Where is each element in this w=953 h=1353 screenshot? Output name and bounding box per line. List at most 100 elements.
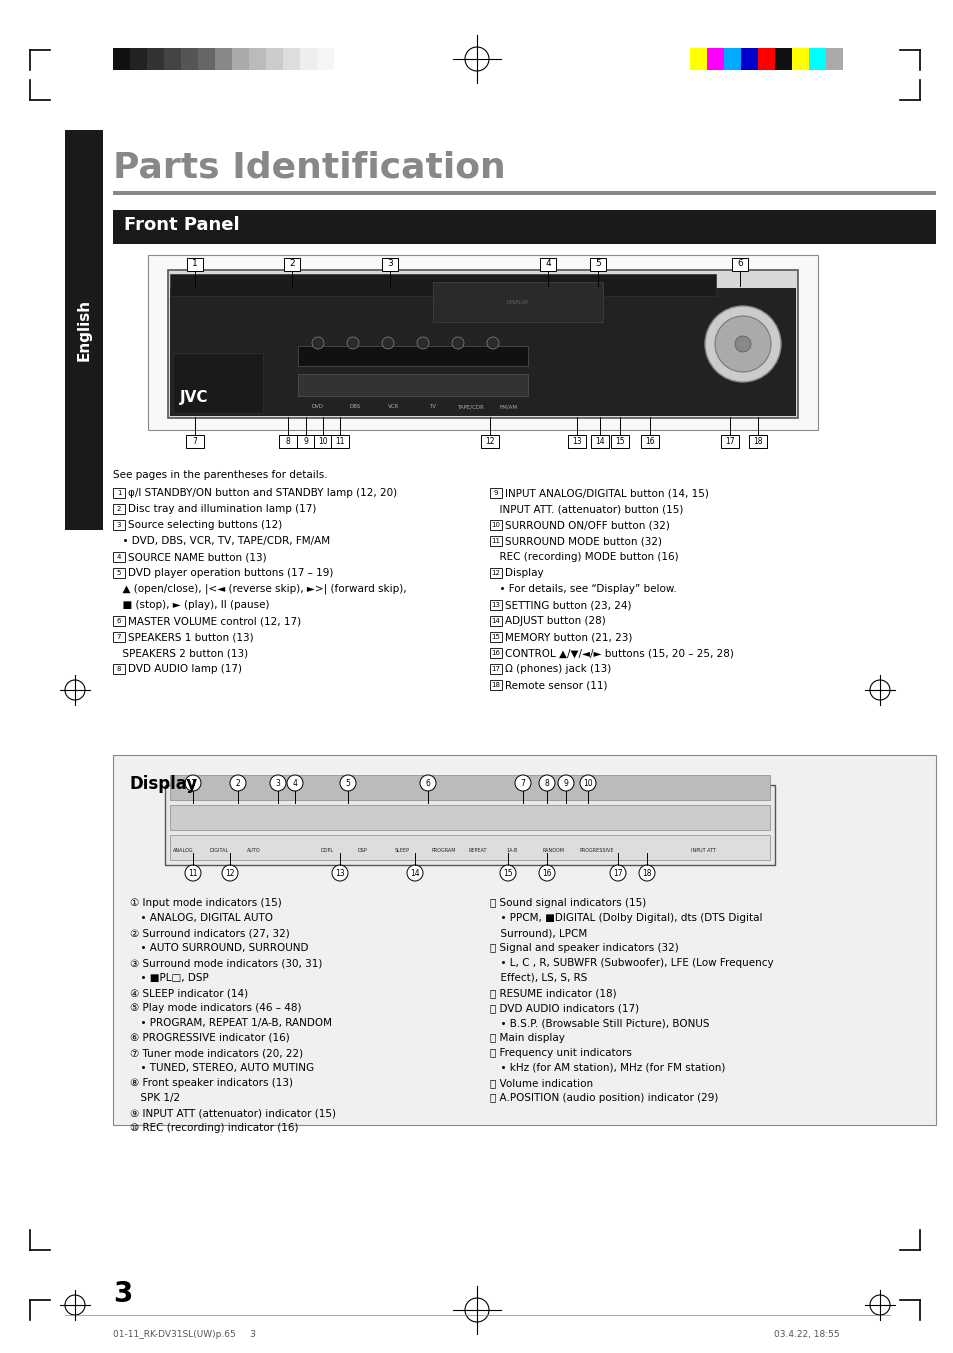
Text: φ/I STANDBY/ON button and STANDBY lamp (12, 20): φ/I STANDBY/ON button and STANDBY lamp (… [128,488,396,498]
Bar [170,805,769,829]
Text: See pages in the parentheses for details.: See pages in the parentheses for details… [112,469,327,480]
Text: DDPL: DDPL [320,848,334,854]
Text: 11: 11 [491,538,500,544]
Text: • PPCM, ■DIGITAL (Dolby Digital), dts (DTS Digital: • PPCM, ■DIGITAL (Dolby Digital), dts (D… [494,913,761,923]
Text: DBS: DBS [350,405,361,410]
Text: ⑦ Tuner mode indicators (20, 22): ⑦ Tuner mode indicators (20, 22) [130,1049,303,1058]
Text: DSP: DSP [357,848,367,854]
Bar [590,436,608,448]
Bar [112,191,935,195]
Circle shape [270,775,286,792]
Circle shape [407,865,422,881]
Text: DISPLAY: DISPLAY [506,299,529,304]
Text: Surround), LPCM: Surround), LPCM [494,928,587,938]
Text: ⑩ REC (recording) indicator (16): ⑩ REC (recording) indicator (16) [130,1123,298,1132]
Bar [148,254,817,430]
Bar [314,436,332,448]
Bar [490,616,501,626]
Bar [706,47,723,70]
Text: 2: 2 [235,778,240,787]
Bar [297,373,527,396]
Text: MASTER VOLUME control (12, 17): MASTER VOLUME control (12, 17) [128,616,301,626]
Text: ① Input mode indicators (15): ① Input mode indicators (15) [130,898,281,908]
Text: Source selecting buttons (12): Source selecting buttons (12) [128,520,282,530]
Text: 4: 4 [116,553,121,560]
Text: ⑮ Main display: ⑮ Main display [490,1032,564,1043]
Text: 13: 13 [335,869,344,878]
Text: 1A-B: 1A-B [505,848,517,854]
Bar [284,258,299,271]
Text: 4: 4 [293,778,297,787]
Text: Disc tray and illumination lamp (17): Disc tray and illumination lamp (17) [128,505,316,514]
Text: • TUNED, STEREO, AUTO MUTING: • TUNED, STEREO, AUTO MUTING [133,1063,314,1073]
Bar [758,47,774,70]
Bar [187,258,203,271]
Text: • PROGRAM, REPEAT 1/A-B, RANDOM: • PROGRAM, REPEAT 1/A-B, RANDOM [133,1017,332,1028]
Text: VCR: VCR [388,405,399,410]
Text: 2: 2 [116,506,121,511]
Circle shape [609,865,625,881]
Bar [214,47,232,70]
Text: 17: 17 [491,666,500,672]
Text: ⑯ Frequency unit indicators: ⑯ Frequency unit indicators [490,1049,631,1058]
Text: ⑫ Signal and speaker indicators (32): ⑫ Signal and speaker indicators (32) [490,943,678,953]
Text: Remote sensor (11): Remote sensor (11) [504,681,607,690]
Bar [186,436,204,448]
Text: 16: 16 [644,437,654,445]
Text: MEMORY button (21, 23): MEMORY button (21, 23) [504,632,632,643]
Circle shape [185,865,201,881]
Text: ■ (stop), ► (play), II (pause): ■ (stop), ► (play), II (pause) [116,599,269,610]
Bar [490,648,501,658]
Text: 5: 5 [595,260,600,268]
Text: DVD player operation buttons (17 – 19): DVD player operation buttons (17 – 19) [128,568,333,578]
Text: 10: 10 [491,522,500,528]
Bar [112,568,125,578]
Text: DVD: DVD [311,405,323,410]
Bar [689,47,706,70]
Bar [278,436,296,448]
Text: • B.S.P. (Browsable Still Picture), BONUS: • B.S.P. (Browsable Still Picture), BONU… [494,1017,709,1028]
Bar [112,755,935,1124]
Circle shape [312,337,324,349]
Text: ③ Surround mode indicators (30, 31): ③ Surround mode indicators (30, 31) [130,958,322,967]
Text: ⑤ Play mode indicators (46 – 48): ⑤ Play mode indicators (46 – 48) [130,1003,301,1013]
Bar [170,835,769,861]
Text: ⑰ Volume indication: ⑰ Volume indication [490,1078,593,1088]
Text: ⑬ RESUME indicator (18): ⑬ RESUME indicator (18) [490,988,616,999]
Bar [232,47,249,70]
Text: 12: 12 [225,869,234,878]
Circle shape [185,775,201,792]
Text: Ω (phones) jack (13): Ω (phones) jack (13) [504,664,611,674]
Text: 17: 17 [724,437,734,445]
Bar [65,130,103,530]
Circle shape [339,775,355,792]
Circle shape [734,336,750,352]
Bar [723,47,740,70]
Bar [720,436,739,448]
Circle shape [416,337,429,349]
Text: SPEAKERS 1 button (13): SPEAKERS 1 button (13) [128,632,253,643]
Circle shape [381,337,394,349]
Text: SPEAKERS 2 button (13): SPEAKERS 2 button (13) [116,648,248,658]
Bar [112,505,125,514]
Circle shape [419,775,436,792]
Bar [331,436,349,448]
Bar [610,436,628,448]
Text: ANALOG: ANALOG [172,848,193,854]
Text: DVD AUDIO lamp (17): DVD AUDIO lamp (17) [128,664,242,674]
Text: 8: 8 [544,778,549,787]
Text: ⑧ Front speaker indicators (13): ⑧ Front speaker indicators (13) [130,1078,293,1088]
Bar [112,632,125,643]
Circle shape [558,775,574,792]
Text: 18: 18 [491,682,500,687]
Text: 12: 12 [485,437,495,445]
Bar [112,47,130,70]
Bar [172,353,263,413]
Text: 3: 3 [116,522,121,528]
Text: TV: TV [428,405,436,410]
Text: 13: 13 [491,602,500,607]
Text: ▲ (open/close), |<◄ (reverse skip), ►>| (forward skip),: ▲ (open/close), |<◄ (reverse skip), ►>| … [116,584,406,594]
Text: ⑥ PROGRESSIVE indicator (16): ⑥ PROGRESSIVE indicator (16) [130,1032,290,1043]
Circle shape [704,306,781,382]
Text: 5: 5 [345,778,350,787]
